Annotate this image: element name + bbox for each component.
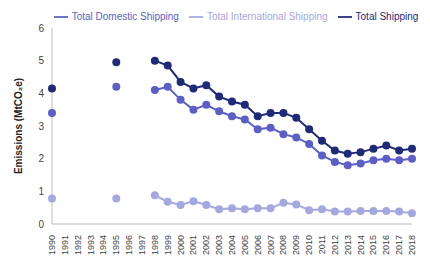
svg-text:2006: 2006 xyxy=(253,235,263,255)
svg-text:2015: 2015 xyxy=(368,235,378,255)
svg-text:1997: 1997 xyxy=(137,235,147,255)
svg-text:1993: 1993 xyxy=(86,235,96,255)
svg-text:1994: 1994 xyxy=(98,235,108,255)
svg-text:2013: 2013 xyxy=(343,235,353,255)
svg-text:1992: 1992 xyxy=(73,235,83,255)
svg-text:4: 4 xyxy=(38,88,44,99)
svg-text:2002: 2002 xyxy=(201,235,211,255)
html-text:Total Shipping: Total Shipping xyxy=(355,10,419,22)
svg-text:2008: 2008 xyxy=(278,235,288,255)
svg-text:1998: 1998 xyxy=(150,235,160,255)
svg-text:6: 6 xyxy=(38,23,44,34)
svg-text:2017: 2017 xyxy=(394,235,404,255)
svg-text:2003: 2003 xyxy=(214,235,224,255)
svg-text:1999: 1999 xyxy=(163,235,173,255)
svg-text:1: 1 xyxy=(38,186,44,197)
svg-text:5: 5 xyxy=(38,55,44,66)
svg-text:2009: 2009 xyxy=(291,235,301,255)
svg-text:1995: 1995 xyxy=(111,235,121,255)
svg-text:2016: 2016 xyxy=(381,235,391,255)
html-text:Total Domestic Shipping: Total Domestic Shipping xyxy=(71,10,179,22)
svg-text:Emissions (MtCO₂e): Emissions (MtCO₂e) xyxy=(13,78,24,174)
svg-text:2010: 2010 xyxy=(304,235,314,255)
svg-text:0: 0 xyxy=(38,219,44,230)
svg-text:1996: 1996 xyxy=(124,235,134,255)
svg-text:2001: 2001 xyxy=(188,235,198,255)
svg-text:2014: 2014 xyxy=(356,235,366,255)
svg-text:2000: 2000 xyxy=(176,235,186,255)
svg-text:2012: 2012 xyxy=(330,235,340,255)
svg-text:1991: 1991 xyxy=(60,235,70,255)
svg-text:2018: 2018 xyxy=(407,235,417,255)
html-text:Total International Shipping: Total International Shipping xyxy=(206,10,328,22)
svg-text:2005: 2005 xyxy=(240,235,250,255)
svg-text:2011: 2011 xyxy=(317,235,327,254)
svg-text:1990: 1990 xyxy=(47,235,57,255)
svg-text:2007: 2007 xyxy=(266,235,276,255)
svg-text:2: 2 xyxy=(38,153,44,164)
svg-text:2004: 2004 xyxy=(227,235,237,255)
svg-text:3: 3 xyxy=(38,121,44,132)
